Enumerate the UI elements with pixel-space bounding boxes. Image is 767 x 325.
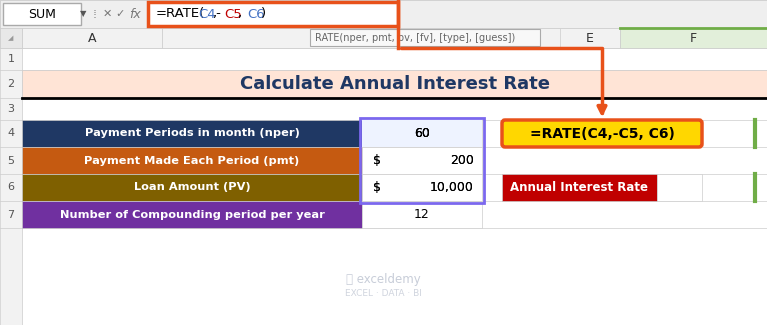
FancyBboxPatch shape — [162, 28, 482, 48]
Text: 10,000: 10,000 — [430, 181, 474, 194]
Text: 12: 12 — [414, 208, 430, 221]
Text: SUM: SUM — [28, 7, 56, 20]
Text: Number of Compounding period per year: Number of Compounding period per year — [60, 210, 324, 219]
Text: Annual Interest Rate: Annual Interest Rate — [511, 181, 649, 194]
Text: ): ) — [261, 7, 266, 20]
Text: ,: , — [238, 7, 246, 20]
FancyBboxPatch shape — [3, 3, 81, 25]
Text: 6: 6 — [8, 183, 15, 192]
Text: 200: 200 — [450, 154, 474, 167]
Text: C5: C5 — [224, 7, 242, 20]
FancyBboxPatch shape — [362, 174, 482, 201]
FancyBboxPatch shape — [22, 70, 767, 98]
FancyBboxPatch shape — [362, 147, 482, 174]
Text: 200: 200 — [450, 154, 474, 167]
Text: 2: 2 — [8, 79, 15, 89]
Text: E: E — [586, 32, 594, 45]
Text: F: F — [690, 32, 696, 45]
FancyBboxPatch shape — [657, 174, 702, 201]
Text: $: $ — [373, 181, 381, 194]
FancyBboxPatch shape — [362, 174, 482, 201]
FancyBboxPatch shape — [362, 120, 482, 147]
FancyBboxPatch shape — [22, 28, 162, 48]
Text: $: $ — [373, 154, 381, 167]
Text: C4: C4 — [198, 7, 216, 20]
FancyBboxPatch shape — [0, 28, 22, 48]
Text: C6: C6 — [247, 7, 265, 20]
FancyBboxPatch shape — [148, 2, 398, 26]
Text: EXCEL · DATA · BI: EXCEL · DATA · BI — [344, 290, 421, 298]
Text: 3: 3 — [8, 104, 15, 114]
Text: 4: 4 — [8, 128, 15, 138]
Text: ◢: ◢ — [8, 35, 14, 41]
FancyBboxPatch shape — [22, 174, 362, 201]
Text: B: B — [318, 32, 326, 45]
FancyBboxPatch shape — [362, 120, 482, 147]
Text: ▼: ▼ — [80, 9, 86, 19]
Text: ✕: ✕ — [102, 9, 112, 19]
Text: 🔷 exceldemy: 🔷 exceldemy — [346, 274, 420, 287]
FancyBboxPatch shape — [362, 120, 482, 201]
Text: Calculate Annual Interest Rate: Calculate Annual Interest Rate — [239, 75, 549, 93]
Text: Payment Made Each Period (pmt): Payment Made Each Period (pmt) — [84, 155, 300, 165]
FancyBboxPatch shape — [502, 120, 702, 147]
FancyBboxPatch shape — [310, 29, 540, 46]
Text: 5: 5 — [8, 155, 15, 165]
Text: 60: 60 — [414, 127, 430, 140]
FancyBboxPatch shape — [560, 28, 620, 48]
Text: 10,000: 10,000 — [430, 181, 474, 194]
FancyBboxPatch shape — [502, 174, 657, 201]
Text: $: $ — [373, 154, 381, 167]
Text: Payment Periods in month (nper): Payment Periods in month (nper) — [84, 128, 299, 138]
FancyBboxPatch shape — [0, 28, 767, 48]
Text: ,-: ,- — [212, 7, 221, 20]
Text: 60: 60 — [414, 127, 430, 140]
FancyBboxPatch shape — [0, 48, 22, 325]
Text: $: $ — [373, 181, 381, 194]
Text: ⁞: ⁞ — [93, 7, 97, 20]
FancyBboxPatch shape — [362, 201, 482, 228]
Text: 60: 60 — [414, 127, 430, 140]
Text: =RATE(C4,-C5, C6): =RATE(C4,-C5, C6) — [529, 126, 674, 140]
FancyBboxPatch shape — [22, 147, 362, 174]
Text: 7: 7 — [8, 210, 15, 219]
Text: =RATE(: =RATE( — [156, 7, 206, 20]
FancyBboxPatch shape — [620, 28, 767, 48]
FancyBboxPatch shape — [362, 147, 482, 174]
FancyBboxPatch shape — [362, 120, 482, 147]
Text: fx: fx — [129, 7, 141, 20]
Text: A: A — [87, 32, 96, 45]
FancyBboxPatch shape — [22, 201, 362, 228]
Text: ✓: ✓ — [115, 9, 125, 19]
Text: RATE(nper, pmt, pv, [fv], [type], [guess]): RATE(nper, pmt, pv, [fv], [type], [guess… — [315, 33, 515, 43]
FancyBboxPatch shape — [0, 48, 767, 325]
FancyBboxPatch shape — [22, 120, 362, 147]
FancyBboxPatch shape — [0, 0, 767, 28]
Text: 1: 1 — [8, 54, 15, 64]
Text: Loan Amount (PV): Loan Amount (PV) — [133, 183, 250, 192]
